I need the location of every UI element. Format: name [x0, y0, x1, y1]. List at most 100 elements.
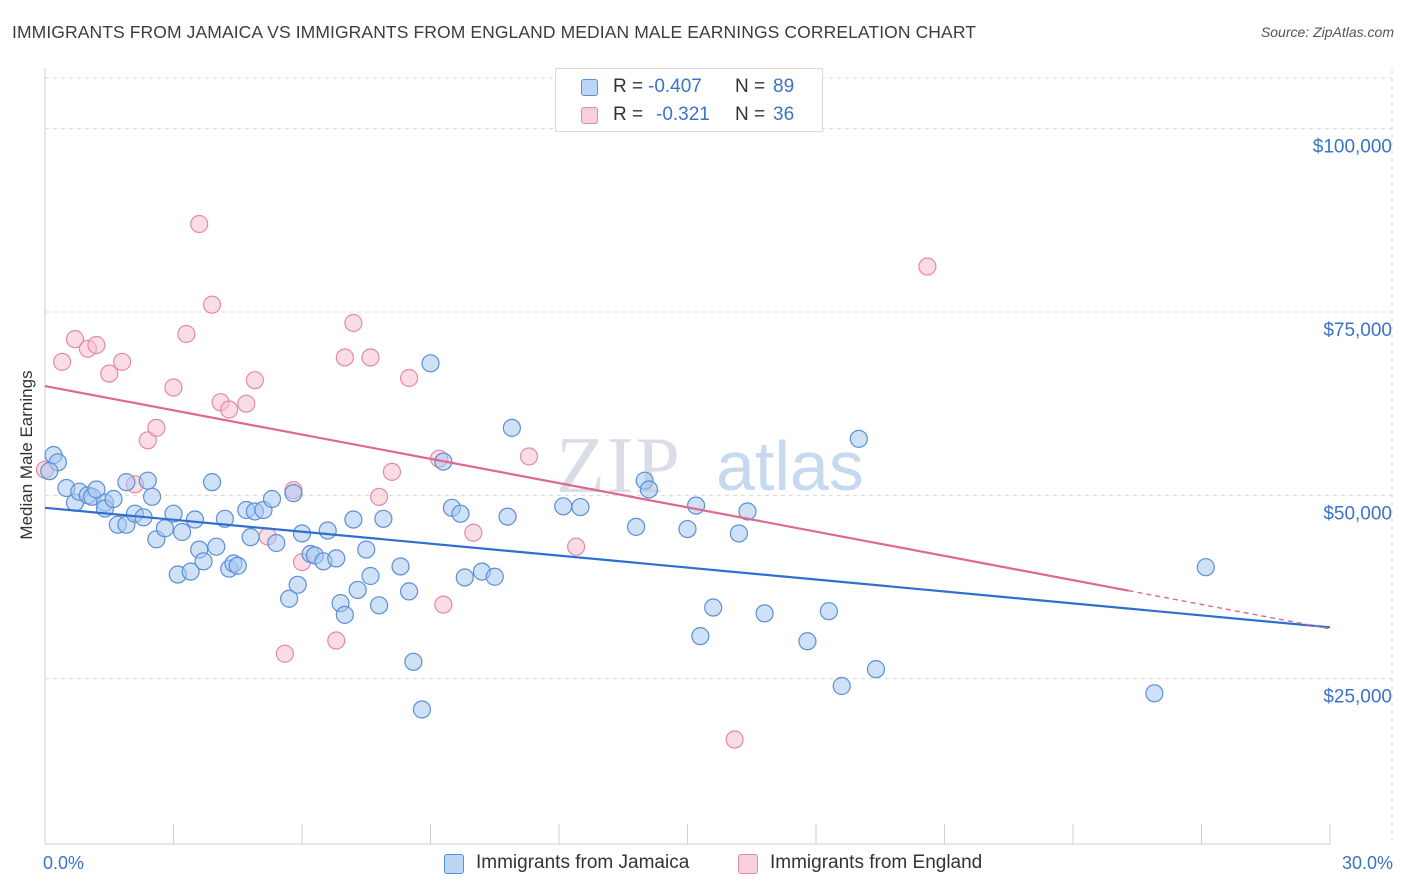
england-point — [918, 257, 937, 276]
jamaica-point — [554, 497, 573, 516]
y-tick-label: $25,000 — [1323, 687, 1392, 708]
jamaica-point — [87, 480, 106, 499]
jamaica-point — [485, 567, 504, 586]
jamaica-point — [327, 549, 346, 568]
jamaica-point — [117, 473, 136, 492]
legend-row-jamaica: R = -0.407 N = 89 — [556, 73, 822, 101]
jamaica-point — [284, 484, 303, 503]
england-point — [190, 214, 209, 234]
jamaica-point — [142, 487, 162, 506]
jamaica-point — [819, 602, 838, 621]
jamaica-point — [678, 519, 697, 539]
england-point — [464, 523, 483, 542]
trend-lines — [44, 384, 1331, 630]
england-point — [370, 487, 389, 506]
england-point — [275, 644, 294, 663]
jamaica-point — [241, 528, 260, 547]
jamaica-point — [686, 496, 706, 515]
england-point — [399, 368, 419, 388]
jamaica-point — [138, 471, 157, 490]
england-trend-line — [44, 384, 1129, 592]
jamaica-point — [155, 519, 175, 538]
jamaica-point — [280, 589, 299, 608]
jamaica-point — [704, 598, 723, 617]
jamaica-point — [181, 562, 200, 581]
jamaica-point — [104, 489, 123, 509]
legend-n-label: N = — [735, 76, 766, 97]
england-point — [53, 352, 72, 371]
jamaica-point — [498, 507, 517, 526]
england-point — [361, 348, 380, 367]
jamaica-point — [626, 517, 646, 536]
legend-r-value: -0.321 — [656, 104, 710, 125]
jamaica-point — [370, 596, 389, 615]
legend-r-label: R = — [613, 104, 644, 125]
england-point — [382, 462, 402, 481]
y-tick-labels: $25,000 $50,000 $75,000 $100,000 — [1313, 137, 1392, 708]
jamaica-point — [357, 540, 376, 559]
england-point — [100, 364, 119, 383]
jamaica-point — [832, 676, 851, 696]
stats-legend: R = -0.407 N = 89 R = -0.321 N = 36 — [555, 68, 823, 132]
jamaica-point — [798, 632, 817, 651]
y-axis-label: Median Male Earnings — [17, 370, 36, 539]
x-tick-label-max: 30.0% — [1341, 853, 1393, 873]
england-point — [237, 394, 256, 413]
jamaica-point — [571, 497, 590, 517]
jamaica-point — [455, 568, 474, 587]
jamaica-point — [451, 504, 470, 523]
jamaica-point — [691, 627, 710, 646]
bottom-legend-swatch-blue — [444, 854, 464, 874]
england-point — [147, 418, 166, 437]
jamaica-point — [502, 418, 521, 437]
england-point — [138, 431, 157, 450]
y-tick-label: $75,000 — [1323, 320, 1392, 341]
jamaica-point — [391, 557, 410, 576]
england-point — [344, 313, 363, 333]
jamaica-point — [374, 509, 393, 528]
jamaica-point — [207, 537, 226, 556]
england-point — [245, 371, 264, 390]
jamaica-point — [404, 652, 423, 671]
legend-n-value: 89 — [773, 76, 795, 97]
england-point — [177, 324, 196, 344]
england-point — [87, 335, 106, 355]
watermark: ZIP atlas — [556, 422, 864, 510]
jamaica-point — [164, 504, 183, 523]
england-point — [725, 730, 744, 749]
england-point — [164, 378, 183, 397]
jamaica-point — [335, 605, 354, 624]
jamaica-point — [738, 502, 757, 521]
jamaica-point — [348, 580, 367, 600]
legend-n-value: 36 — [773, 104, 795, 125]
jamaica-point — [172, 522, 192, 542]
jamaica-point — [639, 480, 659, 499]
jamaica-point — [40, 462, 59, 481]
jamaica-point — [361, 566, 380, 586]
legend-n-label: N = — [735, 104, 766, 125]
chart-title: IMMIGRANTS FROM JAMAICA VS IMMIGRANTS FR… — [12, 22, 977, 42]
jamaica-point — [267, 533, 286, 553]
legend-r-value: -0.407 — [648, 76, 702, 97]
jamaica-point — [318, 521, 337, 540]
legend-r-label: R = — [613, 76, 644, 97]
jamaica-point — [344, 510, 363, 529]
england-point — [112, 352, 132, 371]
jamaica-point — [399, 582, 419, 601]
jamaica-point — [194, 552, 213, 571]
source-credit: Source: ZipAtlas.com — [1260, 24, 1394, 40]
jamaica-point — [412, 700, 432, 719]
watermark-zip: ZIP — [556, 422, 682, 510]
england-point — [220, 400, 239, 419]
jamaica-point — [729, 524, 749, 543]
england-point — [567, 537, 586, 556]
bottom-legend-label: Immigrants from England — [770, 852, 983, 873]
jamaica-point — [849, 429, 868, 448]
jamaica-point — [292, 524, 312, 543]
bottom-legend-swatch-pink — [738, 854, 758, 874]
jamaica-point — [1196, 558, 1215, 577]
jamaica-point — [421, 354, 440, 373]
jamaica-point — [202, 473, 222, 492]
jamaica-point — [262, 489, 282, 509]
